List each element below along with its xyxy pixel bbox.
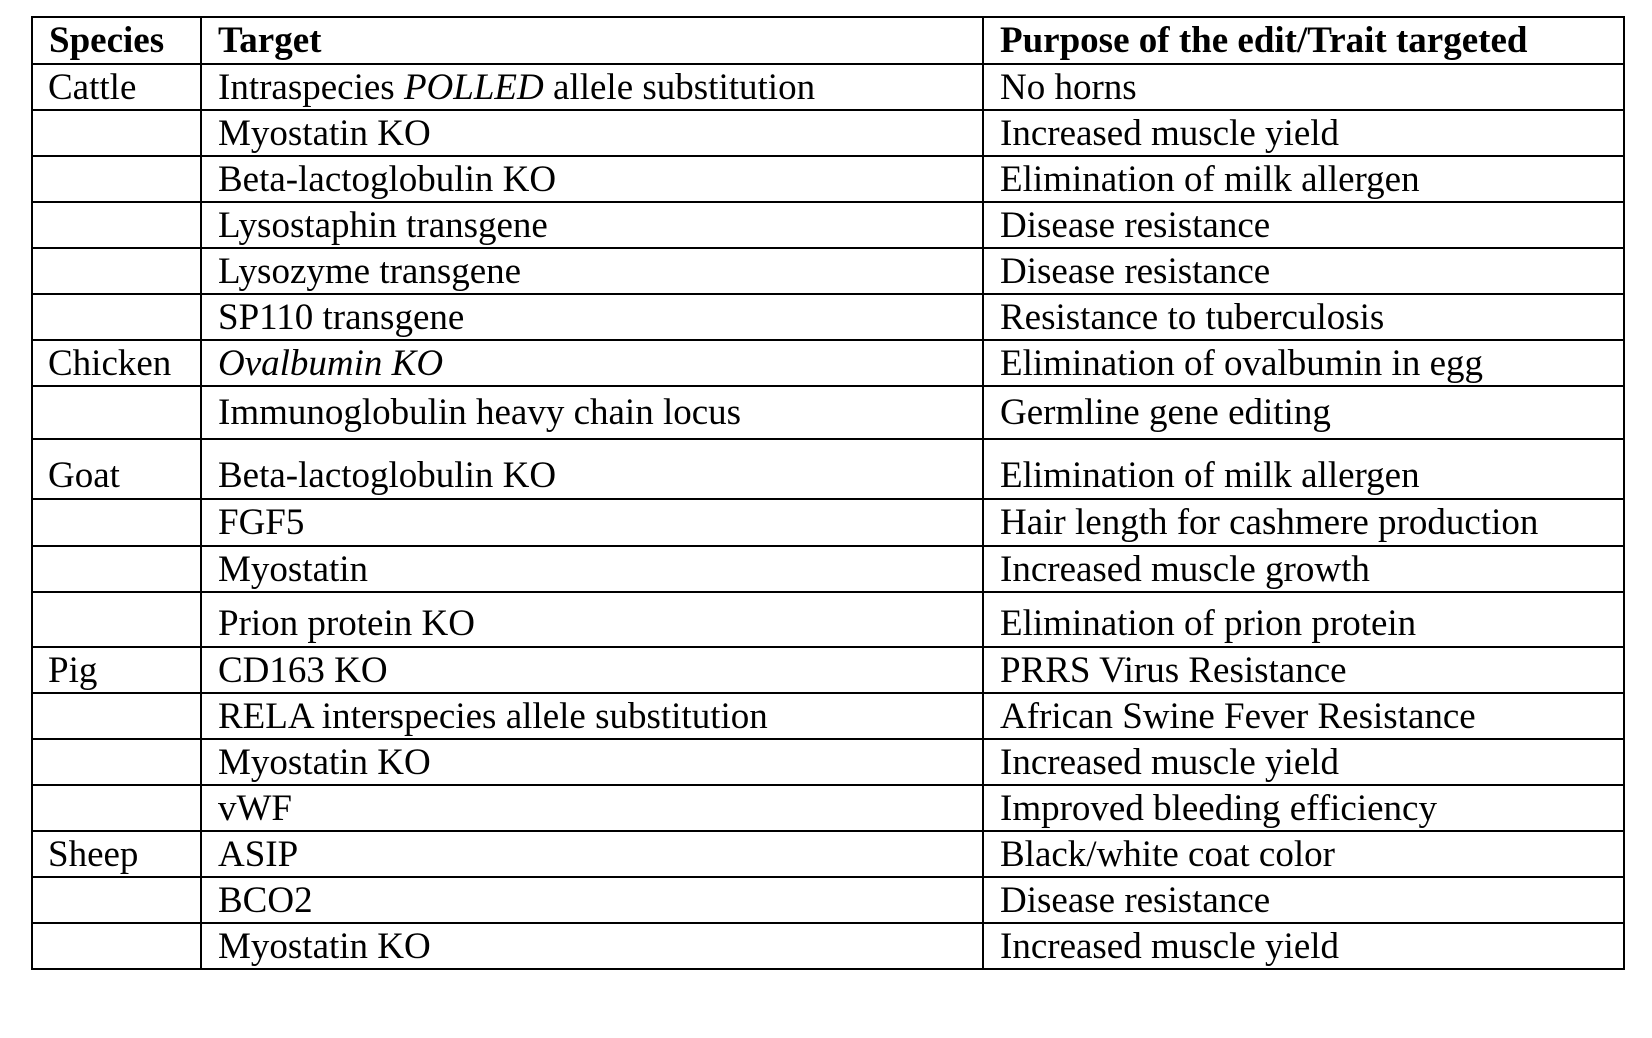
species-cell [31,293,202,341]
gene-editing-table: Species Target Purpose of the edit/Trait… [31,16,1625,970]
table-row: RELA interspecies allele substitution Af… [31,692,1625,740]
target-cell: Myostatin KO [200,922,984,970]
table-row: Chicken Ovalbumin KO Elimination of oval… [31,339,1625,387]
table-row: Pig CD163 KO PRRS Virus Resistance [31,646,1625,694]
header-purpose: Purpose of the edit/Trait targeted [982,16,1625,65]
species-cell [31,201,202,249]
target-cell: Ovalbumin KO [200,339,984,387]
target-italic-text: POLLED [403,66,544,108]
species-cell: Cattle [31,63,202,111]
species-cell [31,784,202,832]
table-row: Myostatin Increased muscle growth [31,545,1625,593]
table-row: Prion protein KO Elimination of prion pr… [31,591,1625,648]
species-cell [31,738,202,786]
purpose-cell: Disease resistance [982,876,1625,924]
species-cell: Sheep [31,830,202,878]
purpose-cell: PRRS Virus Resistance [982,646,1625,694]
target-cell: Myostatin KO [200,738,984,786]
target-text: allele substitution [543,66,816,108]
target-cell: RELA interspecies allele substitution [200,692,984,740]
target-cell: Myostatin KO [200,109,984,157]
target-cell: Beta-lactoglobulin KO [200,155,984,203]
target-cell: Prion protein KO [200,591,984,648]
target-cell: ASIP [200,830,984,878]
table-row: Sheep ASIP Black/white coat color [31,830,1625,878]
table-row: Lysostaphin transgene Disease resistance [31,201,1625,249]
species-cell [31,876,202,924]
table-row: Myostatin KO Increased muscle yield [31,922,1625,970]
purpose-cell: Elimination of milk allergen [982,155,1625,203]
target-cell: FGF5 [200,498,984,547]
purpose-cell: Elimination of prion protein [982,591,1625,648]
table-container: Species Target Purpose of the edit/Trait… [31,16,1625,970]
species-cell [31,545,202,593]
target-cell: Intraspecies POLLED allele substitution [200,63,984,111]
species-cell: Pig [31,646,202,694]
target-cell: BCO2 [200,876,984,924]
purpose-cell: Black/white coat color [982,830,1625,878]
purpose-cell: No horns [982,63,1625,111]
target-cell: Lysostaphin transgene [200,201,984,249]
species-cell [31,591,202,648]
table-row: Beta-lactoglobulin KO Elimination of mil… [31,155,1625,203]
purpose-cell: African Swine Fever Resistance [982,692,1625,740]
purpose-cell: Increased muscle yield [982,109,1625,157]
target-cell: vWF [200,784,984,832]
species-cell [31,155,202,203]
purpose-cell: Germline gene editing [982,385,1625,440]
table-row: FGF5 Hair length for cashmere production [31,498,1625,547]
header-target: Target [200,16,984,65]
purpose-cell: Disease resistance [982,247,1625,295]
purpose-cell: Disease resistance [982,201,1625,249]
purpose-cell: Resistance to tuberculosis [982,293,1625,341]
purpose-cell: Elimination of ovalbumin in egg [982,339,1625,387]
table-row: Myostatin KO Increased muscle yield [31,109,1625,157]
species-cell [31,498,202,547]
target-cell: CD163 KO [200,646,984,694]
target-text: Intraspecies [218,66,404,108]
species-cell: Chicken [31,339,202,387]
purpose-cell: Increased muscle yield [982,922,1625,970]
table-row: Lysozyme transgene Disease resistance [31,247,1625,295]
table-row: BCO2 Disease resistance [31,876,1625,924]
purpose-cell: Elimination of milk allergen [982,438,1625,500]
table-row: Goat Beta-lactoglobulin KO Elimination o… [31,438,1625,500]
purpose-cell: Increased muscle yield [982,738,1625,786]
target-cell: SP110 transgene [200,293,984,341]
species-cell: Goat [31,438,202,500]
species-cell [31,692,202,740]
target-cell: Myostatin [200,545,984,593]
purpose-cell: Improved bleeding efficiency [982,784,1625,832]
target-cell: Beta-lactoglobulin KO [200,438,984,500]
species-cell [31,385,202,440]
table-row: Cattle Intraspecies POLLED allele substi… [31,63,1625,111]
table-row: Immunoglobulin heavy chain locus Germlin… [31,385,1625,440]
table-row: Myostatin KO Increased muscle yield [31,738,1625,786]
table-row: SP110 transgene Resistance to tuberculos… [31,293,1625,341]
species-cell [31,109,202,157]
species-cell [31,247,202,295]
purpose-cell: Hair length for cashmere production [982,498,1625,547]
species-cell [31,922,202,970]
header-row: Species Target Purpose of the edit/Trait… [31,16,1625,65]
header-species: Species [31,16,202,65]
target-italic-text: Ovalbumin KO [218,342,444,384]
target-cell: Immunoglobulin heavy chain locus [200,385,984,440]
target-cell: Lysozyme transgene [200,247,984,295]
table-row: vWF Improved bleeding efficiency [31,784,1625,832]
purpose-cell: Increased muscle growth [982,545,1625,593]
